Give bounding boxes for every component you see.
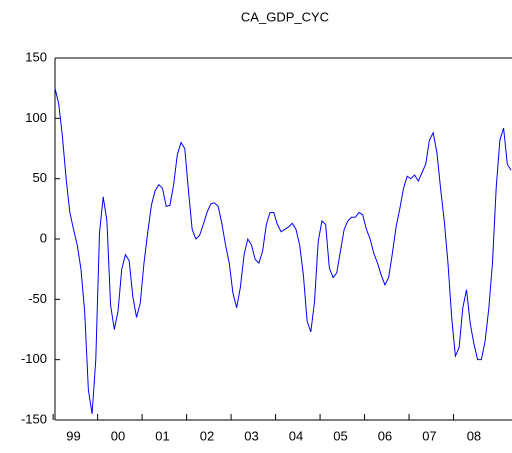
chart-title: CA_GDP_CYC <box>241 9 329 24</box>
data-line <box>54 88 512 415</box>
x-tick-label: 03 <box>244 428 258 443</box>
y-tick-label: 0 <box>40 230 47 245</box>
y-tick-label: -150 <box>21 411 47 426</box>
x-tick-label: 08 <box>467 428 481 443</box>
x-tick-label: 01 <box>155 428 169 443</box>
y-tick-label: -50 <box>28 291 47 306</box>
x-tick-label: 05 <box>333 428 347 443</box>
y-tick-label: 150 <box>25 49 47 64</box>
x-tick-label: 04 <box>289 428 303 443</box>
x-tick-label: 02 <box>200 428 214 443</box>
y-tick-label: 100 <box>25 110 47 125</box>
x-tick-label: 07 <box>422 428 436 443</box>
y-tick-label: -100 <box>21 351 47 366</box>
y-tick-label: 50 <box>33 170 47 185</box>
x-tick-label: 06 <box>378 428 392 443</box>
x-tick-label: 00 <box>111 428 125 443</box>
x-tick-label: 99 <box>66 428 80 443</box>
